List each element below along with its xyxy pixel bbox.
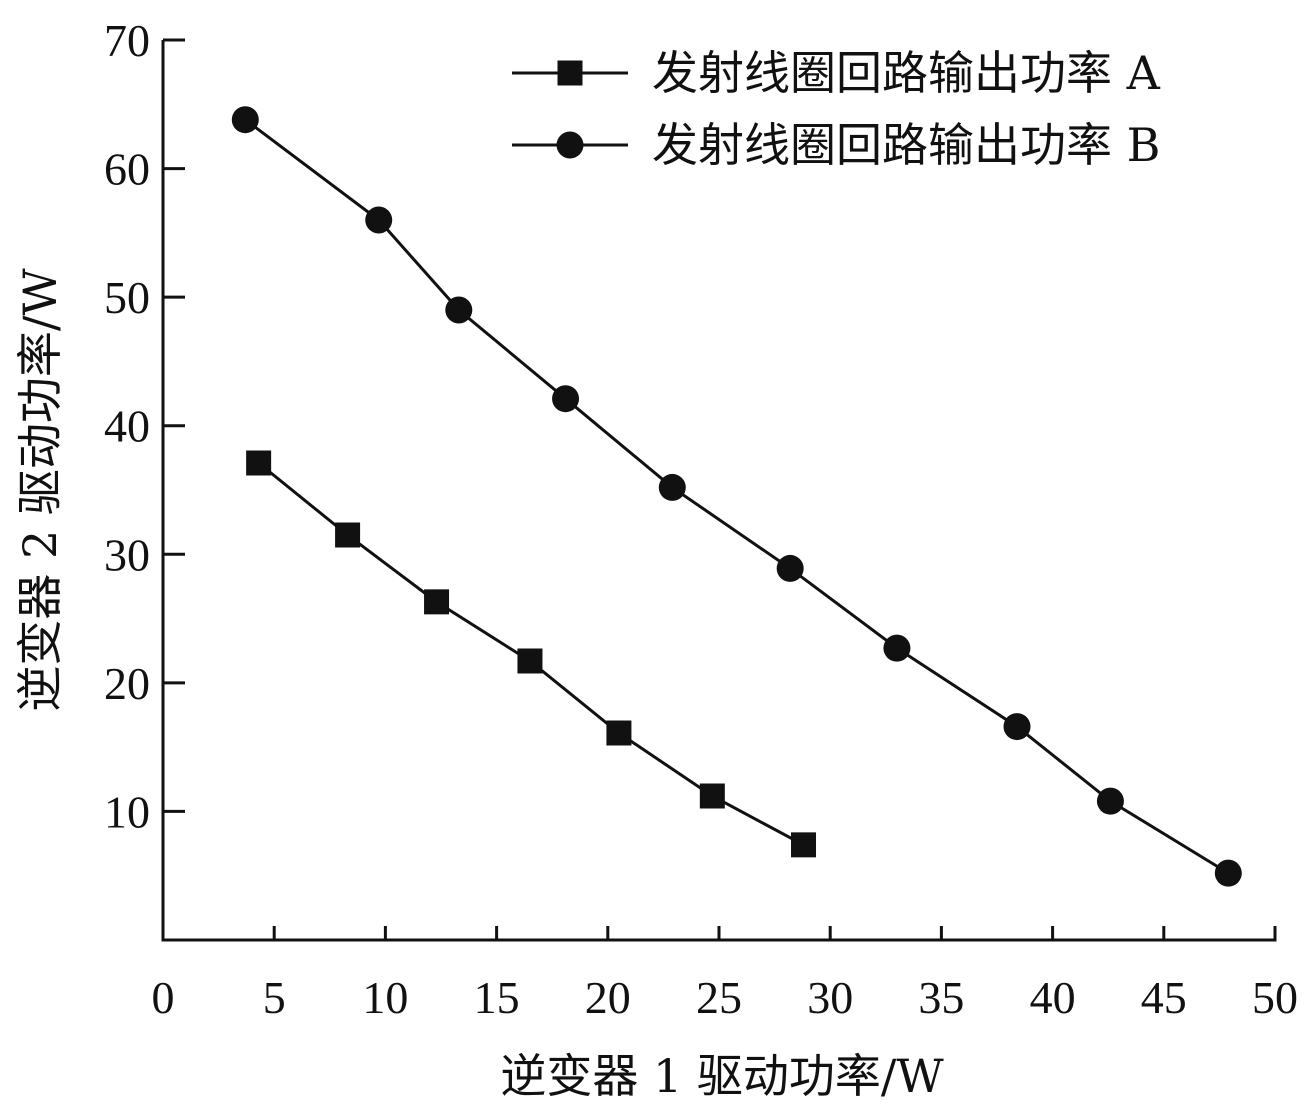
square-marker bbox=[517, 648, 543, 674]
x-axis-title: 逆变器 1 驱动功率/W bbox=[500, 1049, 944, 1103]
y-tick-label: 70 bbox=[104, 15, 150, 66]
x-tick-label: 45 bbox=[1141, 972, 1187, 1023]
series-b bbox=[231, 106, 1242, 887]
y-tick-label: 50 bbox=[104, 272, 150, 323]
circle-marker bbox=[1003, 713, 1031, 741]
square-marker bbox=[699, 783, 725, 809]
x-tick-label: 5 bbox=[263, 972, 286, 1023]
series-line bbox=[244, 118, 1230, 875]
circle-marker bbox=[776, 554, 804, 582]
series-a bbox=[246, 450, 817, 858]
legend-circle-marker bbox=[556, 131, 584, 159]
y-ticks: 10 20 30 40 50 60 70 bbox=[104, 15, 185, 837]
circle-marker bbox=[1096, 787, 1124, 815]
square-marker bbox=[335, 522, 361, 548]
x-tick-label: 0 bbox=[152, 972, 175, 1023]
y-tick-label: 20 bbox=[104, 658, 150, 709]
square-marker bbox=[246, 450, 272, 476]
y-tick-label: 10 bbox=[104, 786, 150, 837]
legend-square-marker bbox=[557, 60, 583, 86]
legend-item-b: 发射线圈回路输出功率 B bbox=[512, 118, 1160, 172]
legend-label: 发射线圈回路输出功率 A bbox=[652, 46, 1161, 100]
series-layer bbox=[231, 106, 1242, 887]
y-tick-label: 40 bbox=[104, 401, 150, 452]
square-marker bbox=[791, 832, 817, 858]
y-tick-label: 30 bbox=[104, 529, 150, 580]
circle-marker bbox=[445, 296, 473, 324]
x-tick-label: 10 bbox=[362, 972, 408, 1023]
x-tick-label: 30 bbox=[807, 972, 853, 1023]
x-tick-label: 50 bbox=[1252, 972, 1298, 1023]
legend: 发射线圈回路输出功率 A 发射线圈回路输出功率 B bbox=[512, 46, 1161, 172]
circle-marker bbox=[231, 106, 259, 134]
y-tick-label: 60 bbox=[104, 144, 150, 195]
circle-marker bbox=[1214, 859, 1242, 887]
legend-item-a: 发射线圈回路输出功率 A bbox=[512, 46, 1161, 100]
x-tick-label: 40 bbox=[1030, 972, 1076, 1023]
circle-marker bbox=[658, 473, 686, 501]
square-marker bbox=[606, 720, 632, 746]
circle-marker bbox=[552, 385, 580, 413]
x-tick-label: 20 bbox=[585, 972, 631, 1023]
x-ticks: 0 5 10 15 20 25 30 35 40 45 50 bbox=[152, 926, 1298, 1023]
legend-label: 发射线圈回路输出功率 B bbox=[652, 118, 1160, 172]
circle-marker bbox=[365, 206, 393, 234]
x-tick-label: 25 bbox=[696, 972, 742, 1023]
x-tick-label: 35 bbox=[918, 972, 964, 1023]
x-tick-label: 15 bbox=[474, 972, 520, 1023]
circle-marker bbox=[883, 634, 911, 662]
square-marker bbox=[424, 589, 450, 615]
y-axis-title: 逆变器 2 驱动功率/W bbox=[13, 268, 67, 712]
